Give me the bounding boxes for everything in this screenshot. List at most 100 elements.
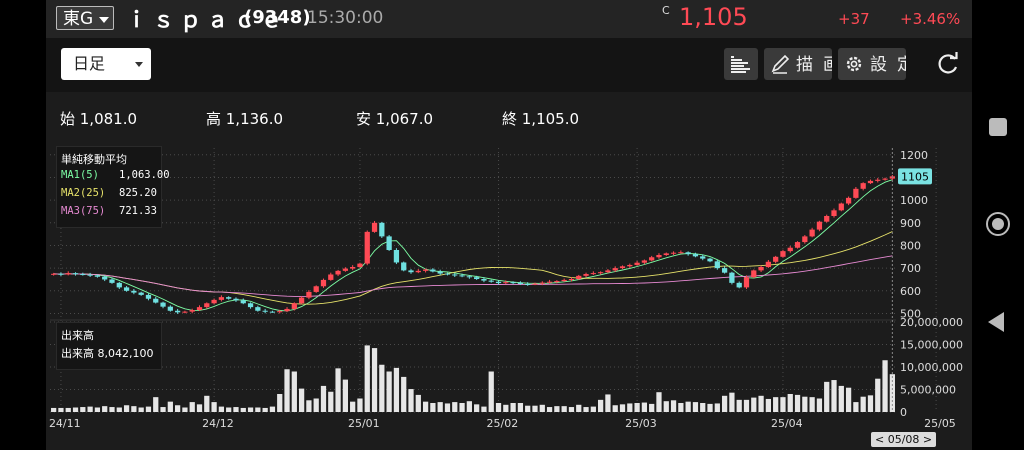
candle xyxy=(656,254,662,258)
volume-bar xyxy=(590,406,596,412)
candle xyxy=(517,282,524,284)
volume-bar xyxy=(539,404,545,412)
candle xyxy=(138,292,144,295)
price-chart[interactable]: 50060070080090010001100120005,000,00010,… xyxy=(46,0,972,450)
candle xyxy=(160,302,166,307)
candle xyxy=(452,274,458,276)
volume-bar xyxy=(452,402,458,412)
last-price-tag-label: 1105 xyxy=(901,170,929,183)
volume-bar xyxy=(189,402,195,412)
volume-bar xyxy=(422,401,429,412)
candle xyxy=(306,291,312,298)
volume-bar xyxy=(882,360,888,412)
volume-bar xyxy=(379,364,385,412)
volume-bar xyxy=(568,407,575,412)
candle xyxy=(670,252,677,254)
candle xyxy=(532,283,538,285)
candle xyxy=(466,276,472,278)
volume-bar xyxy=(466,401,472,412)
volume-bar xyxy=(65,407,71,412)
volume-bar xyxy=(247,407,254,412)
x-tick-label: 25/03 xyxy=(625,417,657,430)
volume-bar xyxy=(335,368,341,412)
candle xyxy=(612,268,618,271)
candle xyxy=(845,197,852,204)
candle xyxy=(408,270,414,273)
price-change-percent: +3.46% xyxy=(900,10,961,28)
volume-bar xyxy=(736,399,742,412)
volume-bar xyxy=(80,407,86,412)
candle xyxy=(714,261,720,269)
candle xyxy=(853,188,859,198)
volume-bar xyxy=(350,401,356,412)
volume-bar xyxy=(721,395,728,412)
volume-bar xyxy=(371,348,378,412)
ma-legend-row: MA2(25) 825.20 xyxy=(61,187,157,199)
volume-bar xyxy=(474,404,480,412)
volume-bar xyxy=(94,407,101,412)
back-icon[interactable] xyxy=(988,312,1004,332)
candle xyxy=(758,267,764,271)
volume-bar xyxy=(481,406,487,412)
volume-bar xyxy=(787,394,793,412)
volume-bar xyxy=(503,404,509,412)
volume-bar xyxy=(495,403,502,412)
volume-bar xyxy=(211,402,217,412)
volume-bar xyxy=(138,407,144,412)
volume-bar xyxy=(743,399,750,412)
volume-bar xyxy=(525,405,531,412)
x-tick-label: 25/05 xyxy=(924,417,956,430)
candle xyxy=(386,236,392,250)
volume-bar xyxy=(802,396,808,412)
volume-tick-label: 15,000,000 xyxy=(900,339,963,352)
candle xyxy=(568,279,575,281)
candle xyxy=(269,311,276,313)
volume-bar xyxy=(342,379,348,412)
indicator-menu-button[interactable] xyxy=(724,48,758,80)
candle xyxy=(430,269,436,272)
candle xyxy=(131,290,137,293)
volume-bar xyxy=(780,397,786,412)
volume-bar xyxy=(554,406,560,412)
volume-bar xyxy=(619,404,626,412)
candle xyxy=(247,303,254,308)
candle xyxy=(692,254,699,257)
draw-button[interactable]: 描画 xyxy=(764,48,832,80)
volume-tick-label: 5,000,000 xyxy=(900,384,956,397)
volume-bar xyxy=(298,388,305,412)
candle xyxy=(313,286,319,292)
home-icon[interactable] xyxy=(986,212,1010,236)
candle xyxy=(649,257,655,261)
volume-bar xyxy=(364,345,370,412)
volume-bar xyxy=(393,367,400,412)
candle xyxy=(488,280,494,282)
period-select[interactable]: 日足 xyxy=(61,48,151,80)
candle xyxy=(422,269,429,271)
price-tick-label: 1200 xyxy=(900,149,928,162)
settings-button[interactable]: 設定 xyxy=(838,48,906,80)
price-tick-label: 700 xyxy=(900,262,921,275)
recent-apps-icon[interactable] xyxy=(989,118,1007,136)
volume-bar xyxy=(437,402,443,412)
high-price: 高 1,136.0 xyxy=(206,110,284,128)
volume-bar xyxy=(751,397,757,412)
date-cursor-tag[interactable]: < 05/08 > xyxy=(871,432,937,447)
candle xyxy=(211,299,217,304)
candle xyxy=(641,260,648,263)
volume-bar xyxy=(401,376,407,412)
volume-bar xyxy=(729,392,735,412)
candle xyxy=(379,222,385,237)
candle xyxy=(226,297,232,299)
current-price: 1,105 xyxy=(679,3,748,31)
refresh-icon[interactable] xyxy=(934,50,962,78)
ma-legend-row: MA3(75) 721.33 xyxy=(61,205,157,217)
candle xyxy=(474,277,480,280)
low-price: 安 1,067.0 xyxy=(356,110,434,128)
draw-label: 描画 xyxy=(796,55,832,75)
candle xyxy=(743,277,750,288)
market-select[interactable]: 東G xyxy=(56,6,114,30)
candle xyxy=(320,279,327,287)
ma-legend-title: 単純移動平均 xyxy=(61,153,127,166)
volume-bar xyxy=(444,403,451,412)
menu-lines-icon xyxy=(731,56,750,73)
